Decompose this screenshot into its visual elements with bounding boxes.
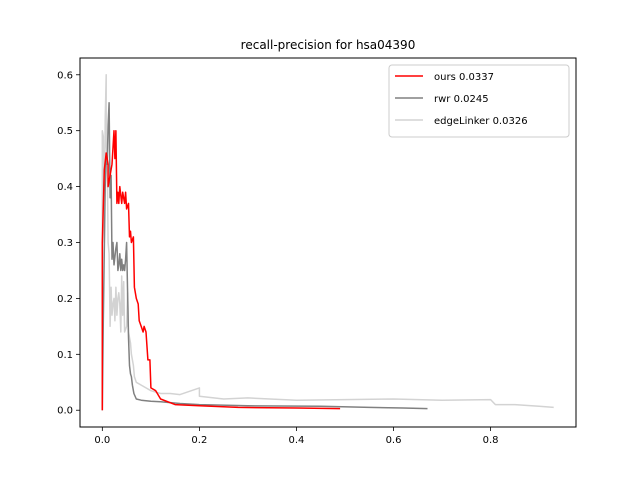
y-tick-label: 0.3 bbox=[57, 238, 73, 249]
y-tick-label: 0.5 bbox=[57, 126, 73, 137]
y-tick-label: 0.1 bbox=[57, 350, 73, 361]
series-line-1 bbox=[101, 101, 428, 411]
y-tick-label: 0.0 bbox=[57, 406, 73, 417]
chart-title: recall-precision for hsa04390 bbox=[241, 38, 416, 52]
y-tick-label: 0.6 bbox=[57, 70, 73, 81]
legend-box bbox=[388, 64, 570, 138]
legend-label: ours 0.0337 bbox=[434, 72, 494, 83]
x-axis: 0.0 0.2 0.4 0.6 0.8 bbox=[94, 427, 499, 446]
x-tick-label: 0.4 bbox=[289, 435, 305, 446]
y-axis: 0.0 0.1 0.2 0.3 0.4 0.5 0.6 bbox=[57, 70, 80, 417]
series-line-0 bbox=[101, 129, 341, 411]
series-layer bbox=[101, 74, 554, 411]
legend-label: rwr 0.0245 bbox=[434, 94, 489, 105]
legend: ours 0.0337 rwr 0.0245 edgeLinker 0.0326 bbox=[388, 64, 570, 138]
y-tick-label: 0.2 bbox=[57, 294, 73, 305]
legend-label: edgeLinker 0.0326 bbox=[434, 116, 528, 127]
x-tick-label: 0.0 bbox=[94, 435, 110, 446]
x-tick-label: 0.2 bbox=[191, 435, 207, 446]
x-tick-label: 0.6 bbox=[386, 435, 402, 446]
axes-frame bbox=[79, 57, 577, 428]
series-line-2 bbox=[101, 74, 554, 411]
x-tick-label: 0.8 bbox=[483, 435, 499, 446]
y-tick-label: 0.4 bbox=[57, 182, 73, 193]
